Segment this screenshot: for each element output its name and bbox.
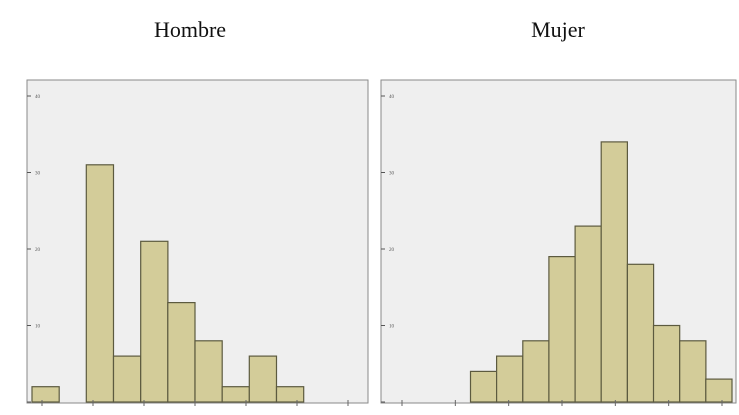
histogram-bar [140,240,169,403]
histogram-bar [85,164,115,403]
histogram-panel-1: Hombre 10 20 30 40 [26,17,369,406]
y-tick-label: 10 [389,325,395,330]
y-tick-label: 20 [35,248,41,253]
histogram-bar [167,302,196,403]
histogram-bar [705,378,733,403]
histogram-bar [574,225,602,403]
histogram-bar [652,324,681,403]
y-tick-label: 30 [35,172,41,177]
histogram-bar [31,386,60,403]
histogram-bar [496,355,524,403]
y-tick-label: 10 [35,325,41,330]
y-tick-label: 20 [389,248,395,253]
y-tick-label: 40 [35,95,41,100]
histogram-panel-2: Mujer 10 20 30 40 [380,17,737,406]
histogram-bar [679,340,707,403]
histogram-bar [275,386,305,403]
histogram-bar [548,256,576,403]
histogram-bar [469,370,498,403]
histogram-bar [600,141,629,403]
histogram-bar [194,340,223,403]
histogram-bar [221,386,250,403]
chart-title: Hombre [154,17,226,42]
y-tick-label: 30 [389,172,395,177]
y-tick-label: 40 [389,95,395,100]
histogram-bar [112,355,142,403]
histogram-bar [248,355,278,403]
chart-title: Mujer [531,17,585,42]
histogram-bar [626,263,655,403]
histogram-bar [522,340,550,403]
